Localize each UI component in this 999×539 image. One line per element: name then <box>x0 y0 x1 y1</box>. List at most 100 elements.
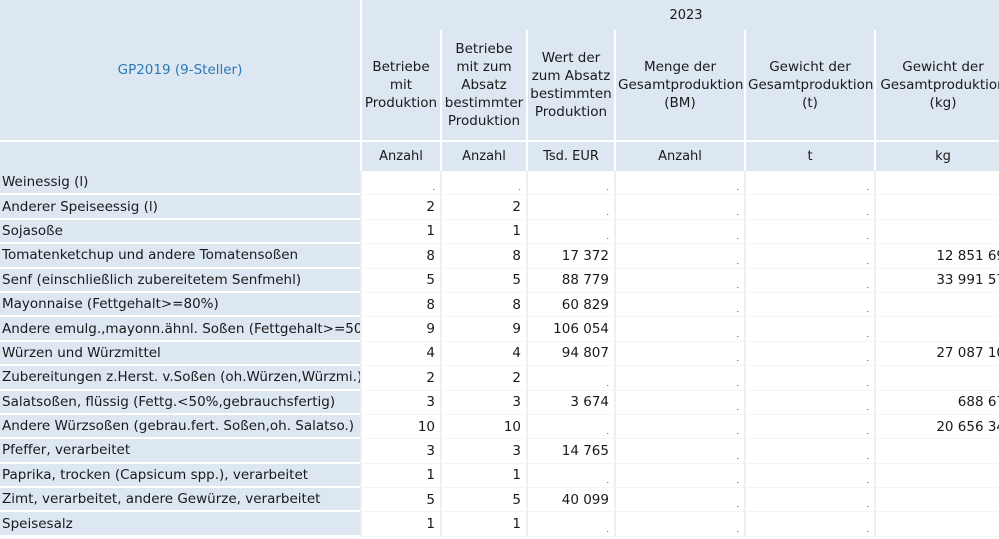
table-cell: . <box>744 219 874 245</box>
table-cell: 33 991 57 <box>874 268 999 293</box>
table-cell: . <box>744 341 874 367</box>
table-cell: 1 <box>440 219 526 245</box>
table-cell: 3 <box>360 390 440 415</box>
table-row: Senf (einschließlich zubereitetem Senfme… <box>0 268 999 293</box>
row-label[interactable]: Pfeffer, verarbeitet <box>0 439 360 464</box>
table-cell: . <box>744 390 874 415</box>
table-cell: 5 <box>440 488 526 513</box>
table-cell: . <box>614 390 744 415</box>
col-header-gewicht-t: Gewicht der Gesamtproduktion (t) <box>744 30 874 140</box>
table-cell: 9 <box>360 317 440 342</box>
table-cell: . <box>526 219 614 245</box>
table-cell: . <box>526 414 614 440</box>
row-label[interactable]: Senf (einschließlich zubereitetem Senfme… <box>0 268 360 293</box>
table-cell: 20 656 34 <box>874 414 999 440</box>
row-label[interactable]: Andere Würzsoßen (gebrau.fert. Soßen,oh.… <box>0 414 360 440</box>
row-label[interactable]: Zubereitungen z.Herst. v.Soßen (oh.Würze… <box>0 366 360 391</box>
col-header-betriebe-absatz: Betriebe mit zum Absatz bestimmter Produ… <box>440 30 526 140</box>
table-cell: . <box>526 463 614 489</box>
corner-unit-spacer <box>0 140 360 171</box>
unit-header: Anzahl <box>360 140 440 171</box>
row-label[interactable]: Andere emulg.,mayonn.ähnl. Soßen (Fettge… <box>0 317 360 342</box>
table-cell: . <box>744 488 874 513</box>
col-header-gewicht-kg: Gewicht der Gesamtproduktion (kg) <box>874 30 999 140</box>
row-label[interactable]: Würzen und Würzmittel <box>0 341 360 367</box>
table-cell: 106 054 <box>526 317 614 342</box>
table-cell: . <box>440 171 526 196</box>
table-cell: . <box>744 171 874 196</box>
table-cell: . <box>526 171 614 196</box>
table-row: Andere emulg.,mayonn.ähnl. Soßen (Fettge… <box>0 317 999 342</box>
table-cell: 8 <box>440 292 526 318</box>
table-row: Würzen und Würzmittel 4 4 94 807.. 27 087 10 <box>0 341 999 367</box>
table-cell: 5 <box>440 268 526 293</box>
table-cell: 5 <box>360 488 440 513</box>
table-cell: 3 <box>440 390 526 415</box>
table-cell: . <box>526 195 614 220</box>
row-label[interactable]: Tomatenketchup und andere Tomatensoßen <box>0 244 360 269</box>
table-cell: . <box>614 317 744 342</box>
table-cell: . <box>614 414 744 440</box>
row-label[interactable]: Zimt, verarbeitet, andere Gewürze, verar… <box>0 488 360 513</box>
table-cell: . <box>614 439 744 464</box>
table-cell: 17 372 <box>526 244 614 269</box>
table-cell: 1 <box>440 512 526 537</box>
table-cell: . <box>744 268 874 293</box>
unit-header: t <box>744 140 874 171</box>
table-cell: . <box>744 195 874 220</box>
table-cell: . <box>744 512 874 537</box>
table-cell: 3 <box>440 439 526 464</box>
unit-header: kg <box>874 140 999 171</box>
table-cell: 12 851 69 <box>874 244 999 269</box>
table-cell: . <box>614 463 744 489</box>
unit-header: Anzahl <box>440 140 526 171</box>
table-cell: 2 <box>360 195 440 220</box>
table-row: Pfeffer, verarbeitet 3 3 14 765.. <box>0 439 999 464</box>
col-header-wert-absatz: Wert der zum Absatz bestimmten Produktio… <box>526 30 614 140</box>
row-label[interactable]: Salatsoßen, flüssig (Fettg.<50%,gebrauch… <box>0 390 360 415</box>
table-cell: . <box>744 439 874 464</box>
row-label[interactable]: Sojasoße <box>0 219 360 245</box>
table-cell <box>874 219 999 245</box>
table-cell <box>874 195 999 220</box>
table-cell <box>874 292 999 318</box>
table-cell: . <box>744 463 874 489</box>
table-cell: 3 674 <box>526 390 614 415</box>
table-cell: . <box>744 366 874 391</box>
table-cell: . <box>744 244 874 269</box>
row-label[interactable]: Anderer Speiseessig (l) <box>0 195 360 220</box>
table-cell <box>874 512 999 537</box>
table-cell: 2 <box>440 195 526 220</box>
table-row: Mayonnaise (Fettgehalt>=80%) 8 8 60 829.. <box>0 292 999 318</box>
row-label[interactable]: Speisesalz <box>0 512 360 537</box>
year-header: 2023 <box>360 0 999 30</box>
table-cell: 40 099 <box>526 488 614 513</box>
table-cell: 60 829 <box>526 292 614 318</box>
table-cell: 1 <box>360 463 440 489</box>
table-cell: . <box>614 292 744 318</box>
table-cell <box>874 366 999 391</box>
table-row: Anderer Speiseessig (l) 2 2... <box>0 195 999 220</box>
row-header-title[interactable]: GP2019 (9-Steller) <box>0 0 360 140</box>
table-cell: 8 <box>360 244 440 269</box>
unit-header: Tsd. EUR <box>526 140 614 171</box>
table-cell: . <box>614 268 744 293</box>
table-cell: . <box>614 341 744 367</box>
row-label[interactable]: Weinessig (l) <box>0 171 360 196</box>
row-label[interactable]: Paprika, trocken (Capsicum spp.), verarb… <box>0 463 360 489</box>
table-cell: 1 <box>360 512 440 537</box>
table-cell: 27 087 10 <box>874 341 999 367</box>
table-cell <box>874 317 999 342</box>
table-cell: . <box>614 195 744 220</box>
table-cell: . <box>614 219 744 245</box>
table-cell: 8 <box>360 292 440 318</box>
table-cell: . <box>744 414 874 440</box>
table-cell: . <box>614 512 744 537</box>
table-cell: . <box>614 171 744 196</box>
row-label[interactable]: Mayonnaise (Fettgehalt>=80%) <box>0 292 360 318</box>
table-cell: . <box>526 512 614 537</box>
table-cell: 1 <box>440 463 526 489</box>
table-row: Tomatenketchup und andere Tomatensoßen 8 8… <box>0 244 999 269</box>
table-cell <box>874 439 999 464</box>
